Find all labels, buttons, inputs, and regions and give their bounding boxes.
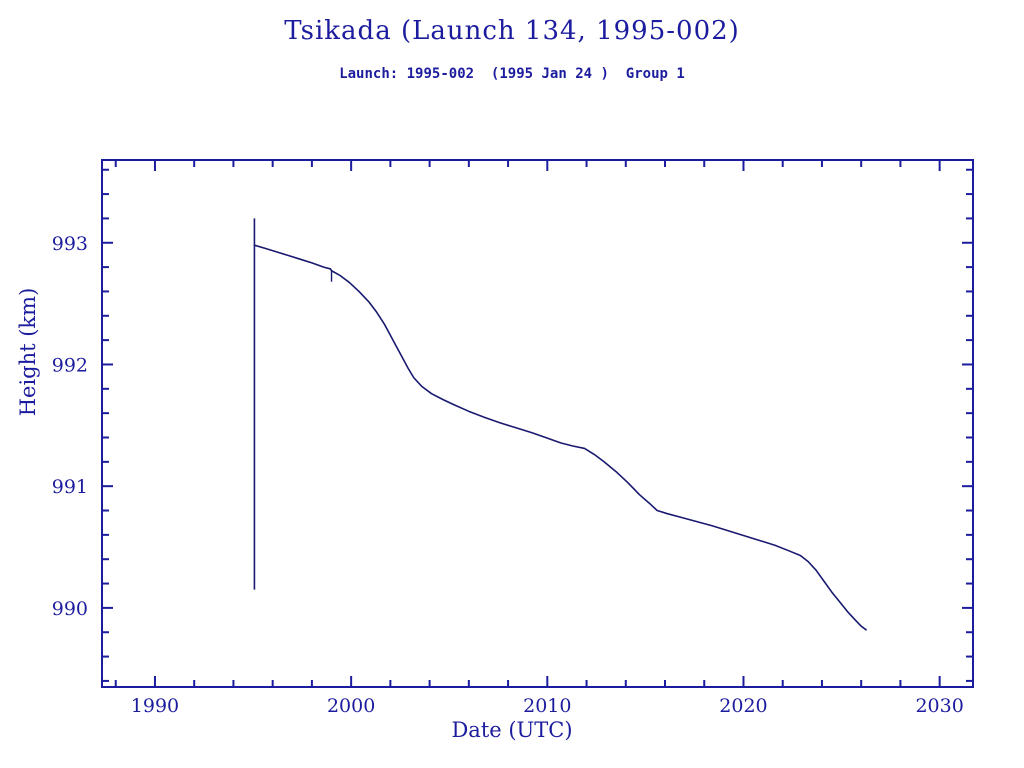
x-tick-label: 2010 — [523, 695, 571, 717]
y-tick-label: 992 — [52, 354, 88, 376]
data-series — [253, 218, 867, 631]
page-subtitle: Launch: 1995-002 (1995 Jan 24 ) Group 1 — [339, 66, 685, 82]
x-axis-label: Date (UTC) — [451, 718, 573, 742]
x-tick-label: 2030 — [915, 695, 963, 717]
frame-rect — [101, 159, 974, 688]
x-tick-label: 2020 — [719, 695, 767, 717]
x-axis-ticks — [114, 160, 941, 687]
y-axis-ticks — [102, 168, 973, 682]
y-axis-tick-labels: 990 991 992 993 — [52, 233, 88, 620]
x-axis-tick-labels: 1990 2000 2010 2020 2030 — [131, 695, 964, 717]
y-tick-label: 991 — [52, 476, 88, 498]
x-tick-label: 1990 — [131, 695, 179, 717]
page-title: Tsikada (Launch 134, 1995-002) — [284, 16, 740, 46]
x-tick-label: 2000 — [327, 695, 375, 717]
y-tick-label: 990 — [52, 598, 88, 620]
height-decay-curve — [253, 244, 867, 631]
plot-frame — [101, 159, 974, 688]
y-tick-label: 993 — [52, 233, 88, 255]
plot-background — [102, 160, 973, 687]
